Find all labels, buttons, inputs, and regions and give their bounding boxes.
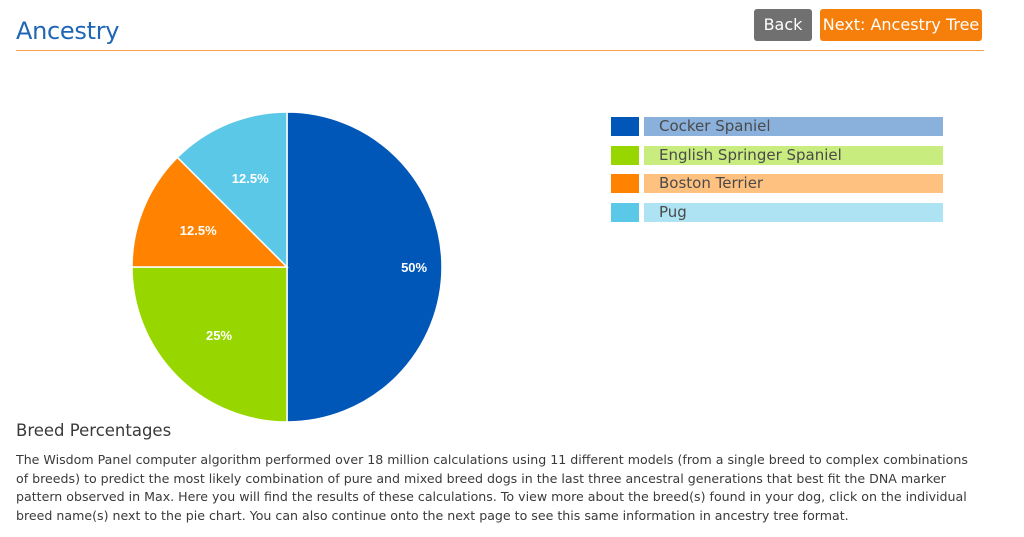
breed-percentages-heading: Breed Percentages [16,421,172,440]
breed-percentages-description: The Wisdom Panel computer algorithm perf… [16,452,968,523]
legend-label[interactable]: Pug [644,202,943,222]
back-button[interactable]: Back [754,9,812,41]
page-header: Ancestry Back Next: Ancestry Tree [16,0,984,51]
legend-label[interactable]: English Springer Spaniel [644,145,943,165]
legend-label[interactable]: Boston Terrier [644,174,943,193]
pie-label-boston-terrier: 12.5% [180,223,217,238]
pie-slice-boston-terrier[interactable] [131,156,289,268]
pie-label-cocker-spaniel: 50% [401,260,427,275]
legend-swatch [611,174,639,193]
legend-swatch [611,202,639,222]
pie-label-english-springer-spaniel: 25% [206,328,232,343]
legend-swatch [611,117,639,136]
page-title: Ancestry [16,17,120,45]
next-ancestry-tree-button[interactable]: Next: Ancestry Tree [820,9,982,41]
pie-slice-cocker-spaniel[interactable] [286,111,443,423]
ancestry-pie-chart: 50% 25% 12.5% 12.5% [131,111,443,423]
pie-slice-pug[interactable] [176,111,288,269]
legend-swatch [611,145,639,165]
pie-label-pug: 12.5% [232,171,269,186]
pie-slice-english-springer-spaniel[interactable] [131,266,288,423]
legend-label[interactable]: Cocker Spaniel [644,117,943,136]
